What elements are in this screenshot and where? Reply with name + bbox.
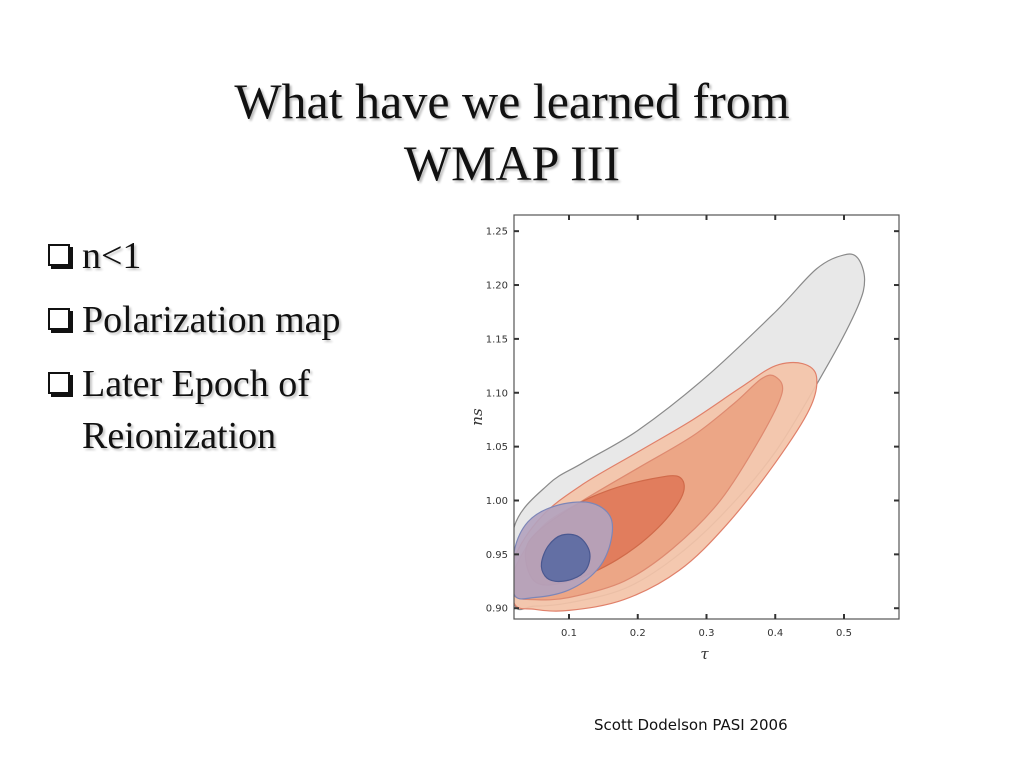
checkbox-icon	[48, 244, 70, 266]
bullet-text: n<1	[82, 235, 142, 277]
slide-title-line-1: What have we learned from	[234, 73, 790, 129]
contour-chart: 0.1 0.2 0.3 0.4 0.5 0.90 0.95 1.00 1.05 1.10 1.15 1…	[460, 205, 910, 675]
bullet-item: n<1	[44, 230, 424, 282]
x-tick-label: 0.1	[561, 628, 577, 639]
checkbox-icon	[48, 308, 70, 330]
slide-title-line-2: WMAP III	[403, 135, 621, 191]
y-tick-label: 0.90	[486, 604, 508, 615]
y-tick-label: 1.20	[486, 281, 508, 292]
y-tick-label: 1.10	[486, 388, 508, 399]
bullet-text: Polarization map	[82, 299, 341, 341]
contour-region-6	[540, 533, 591, 583]
y-tick-label: 1.05	[486, 442, 508, 453]
y-axis-label: ns	[468, 408, 486, 426]
footer-credit: Scott Dodelson PASI 2006	[594, 716, 788, 734]
y-tick-label: 1.00	[486, 496, 508, 507]
slide-title: What have we learned from WMAP III	[112, 70, 912, 194]
bullet-list: n<1 Polarization map Later Epoch of Reio…	[44, 230, 424, 474]
y-tick-label: 0.95	[486, 550, 508, 561]
x-axis-label: τ	[700, 645, 709, 663]
x-tick-label: 0.4	[767, 628, 783, 639]
bullet-item: Later Epoch of Reionization	[44, 358, 424, 462]
chart-svg: 0.1 0.2 0.3 0.4 0.5 0.90 0.95 1.00 1.05 1.10 1.15 1…	[468, 214, 900, 663]
bullet-item: Polarization map	[44, 294, 424, 346]
x-tick-label: 0.3	[699, 628, 715, 639]
checkbox-icon	[48, 372, 70, 394]
y-tick-label: 1.15	[486, 334, 508, 345]
bullet-text: Later Epoch of Reionization	[82, 363, 310, 457]
x-tick-label: 0.2	[630, 628, 646, 639]
x-tick-label: 0.5	[836, 628, 852, 639]
y-tick-label: 1.25	[486, 227, 508, 238]
